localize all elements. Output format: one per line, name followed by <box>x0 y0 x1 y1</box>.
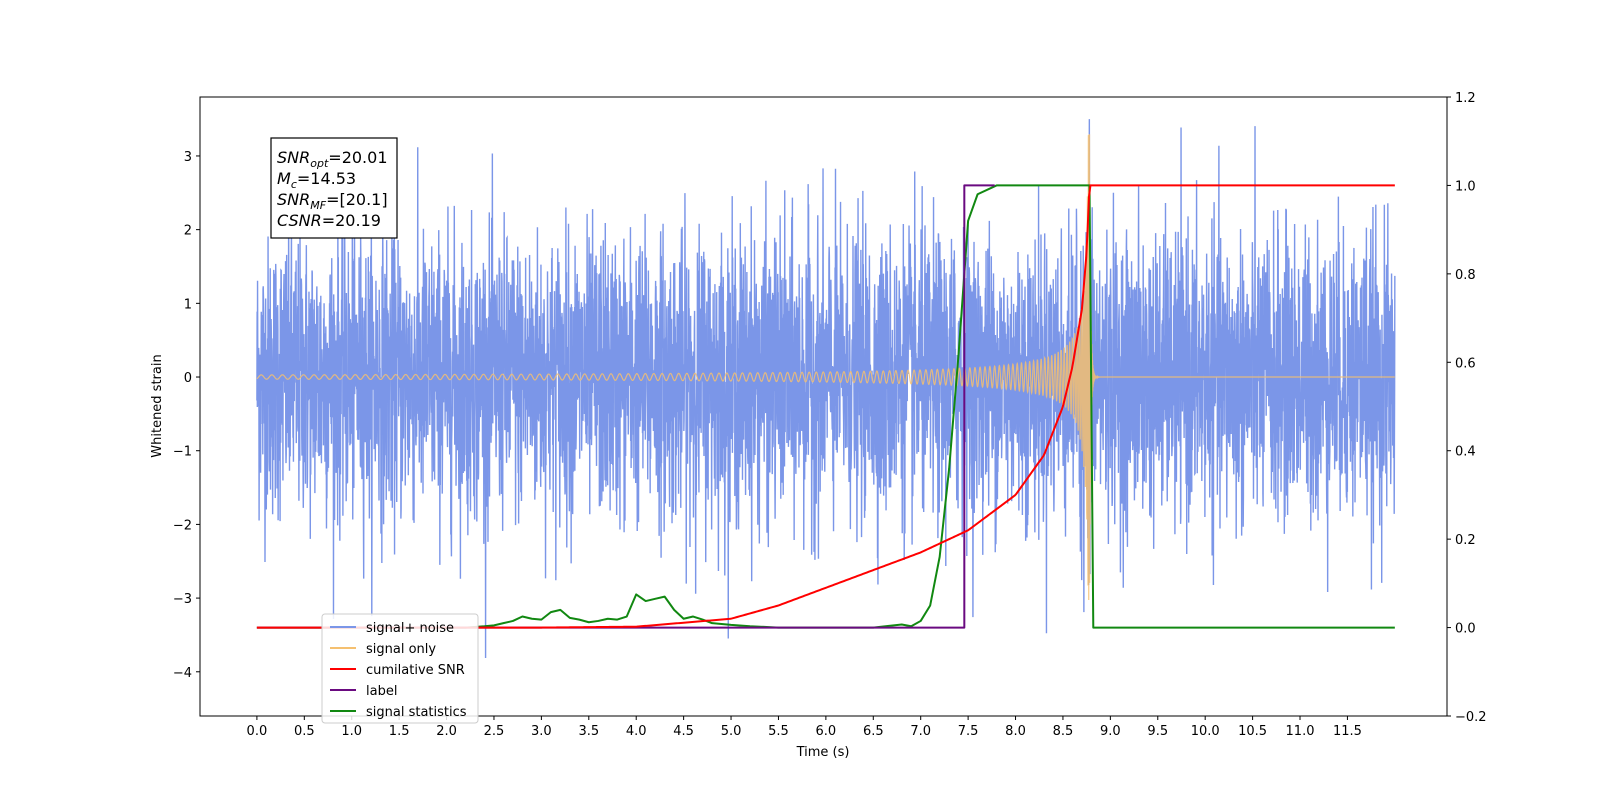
x-tick-label: 11.0 <box>1286 724 1315 739</box>
x-tick-label: 3.0 <box>531 724 552 739</box>
y-tick-label: −2 <box>173 518 192 533</box>
x-tick-label: 2.5 <box>484 724 505 739</box>
annotation-line: CSNR=20.19 <box>277 211 381 230</box>
x-tick-label: 3.5 <box>578 724 599 739</box>
x-tick-label: 4.5 <box>673 724 694 739</box>
x-tick-label: 2.0 <box>436 724 457 739</box>
x-tick-label: 1.5 <box>389 724 410 739</box>
annotation-line: SNRMF=[20.1] <box>277 190 388 212</box>
x-tick-label: 1.0 <box>341 724 362 739</box>
y2-tick-label: 1.0 <box>1455 179 1476 194</box>
x-tick-label: 5.0 <box>721 724 742 739</box>
legend-entry-label: cumilative SNR <box>366 663 465 678</box>
y2-tick-label: 0.0 <box>1455 622 1476 637</box>
series-signal-only-line <box>256 134 1395 601</box>
x-tick-label: 6.5 <box>863 724 884 739</box>
legend-entry-label: signal+ noise <box>366 621 454 636</box>
series-signal-noise-line <box>256 119 1396 659</box>
x-tick-label: 10.0 <box>1191 724 1220 739</box>
y-tick-label: 3 <box>184 150 192 165</box>
x-tick-label: 9.0 <box>1100 724 1121 739</box>
y-tick-label: 1 <box>184 297 192 312</box>
y-axis-left: 3 2 1 0 −1 −2 −3 −4 <box>173 150 200 681</box>
y2-tick-label: 0.2 <box>1455 533 1476 548</box>
x-tick-label: 7.5 <box>958 724 979 739</box>
x-tick-label: 11.5 <box>1333 724 1362 739</box>
series-signal-statistics-line <box>256 184 1395 629</box>
x-axis: 0.0 0.5 1.0 1.5 2.0 2.5 3.0 3.5 4.0 4.5 5.0 5.5 6.0 6… <box>247 716 1362 739</box>
x-tick-label: 9.5 <box>1147 724 1168 739</box>
legend-frame <box>321 613 479 724</box>
legend-entry-label: signal statistics <box>366 705 467 720</box>
annotation-line: SNRopt=20.01 <box>277 148 388 170</box>
stats-annotation-box: SNRopt=20.01Mc=14.53SNRMF=[20.1]CSNR=20.… <box>270 137 398 239</box>
y-tick-label: −3 <box>173 592 192 607</box>
y-tick-label: −4 <box>173 666 192 681</box>
legend-entry-label: label <box>366 684 397 699</box>
x-tick-label: 5.5 <box>768 724 789 739</box>
x-tick-label: 6.0 <box>816 724 837 739</box>
y-tick-label: −1 <box>173 445 192 460</box>
y2-tick-label: −0.2 <box>1455 710 1487 725</box>
legend: signal+ noise signal only cumilative SNR la… <box>321 613 479 724</box>
y2-tick-label: 0.6 <box>1455 356 1476 371</box>
series-layer <box>256 119 1396 659</box>
y-tick-label: 0 <box>184 371 192 386</box>
y-tick-label: 2 <box>184 224 192 239</box>
x-tick-label: 10.5 <box>1238 724 1267 739</box>
x-axis-label: Time (s) <box>796 745 850 760</box>
y2-tick-label: 0.8 <box>1455 268 1476 283</box>
x-tick-label: 8.0 <box>1005 724 1026 739</box>
plot-frame <box>199 96 1448 717</box>
y2-tick-label: 0.4 <box>1455 445 1476 460</box>
annotation-line: Mc=14.53 <box>277 169 356 191</box>
x-tick-label: 0.5 <box>294 724 315 739</box>
annotation-box-frame <box>270 137 398 239</box>
x-tick-label: 0.0 <box>247 724 268 739</box>
x-tick-label: 8.5 <box>1053 724 1074 739</box>
x-tick-label: 7.0 <box>910 724 931 739</box>
y2-tick-label: 1.2 <box>1455 91 1476 106</box>
y-axis-right: 1.2 1.0 0.8 0.6 0.4 0.2 0.0 −0.2 <box>1447 91 1487 725</box>
legend-entry-label: signal only <box>366 642 436 657</box>
y-axis-label: Whitened strain <box>150 354 165 457</box>
x-tick-label: 4.0 <box>626 724 647 739</box>
